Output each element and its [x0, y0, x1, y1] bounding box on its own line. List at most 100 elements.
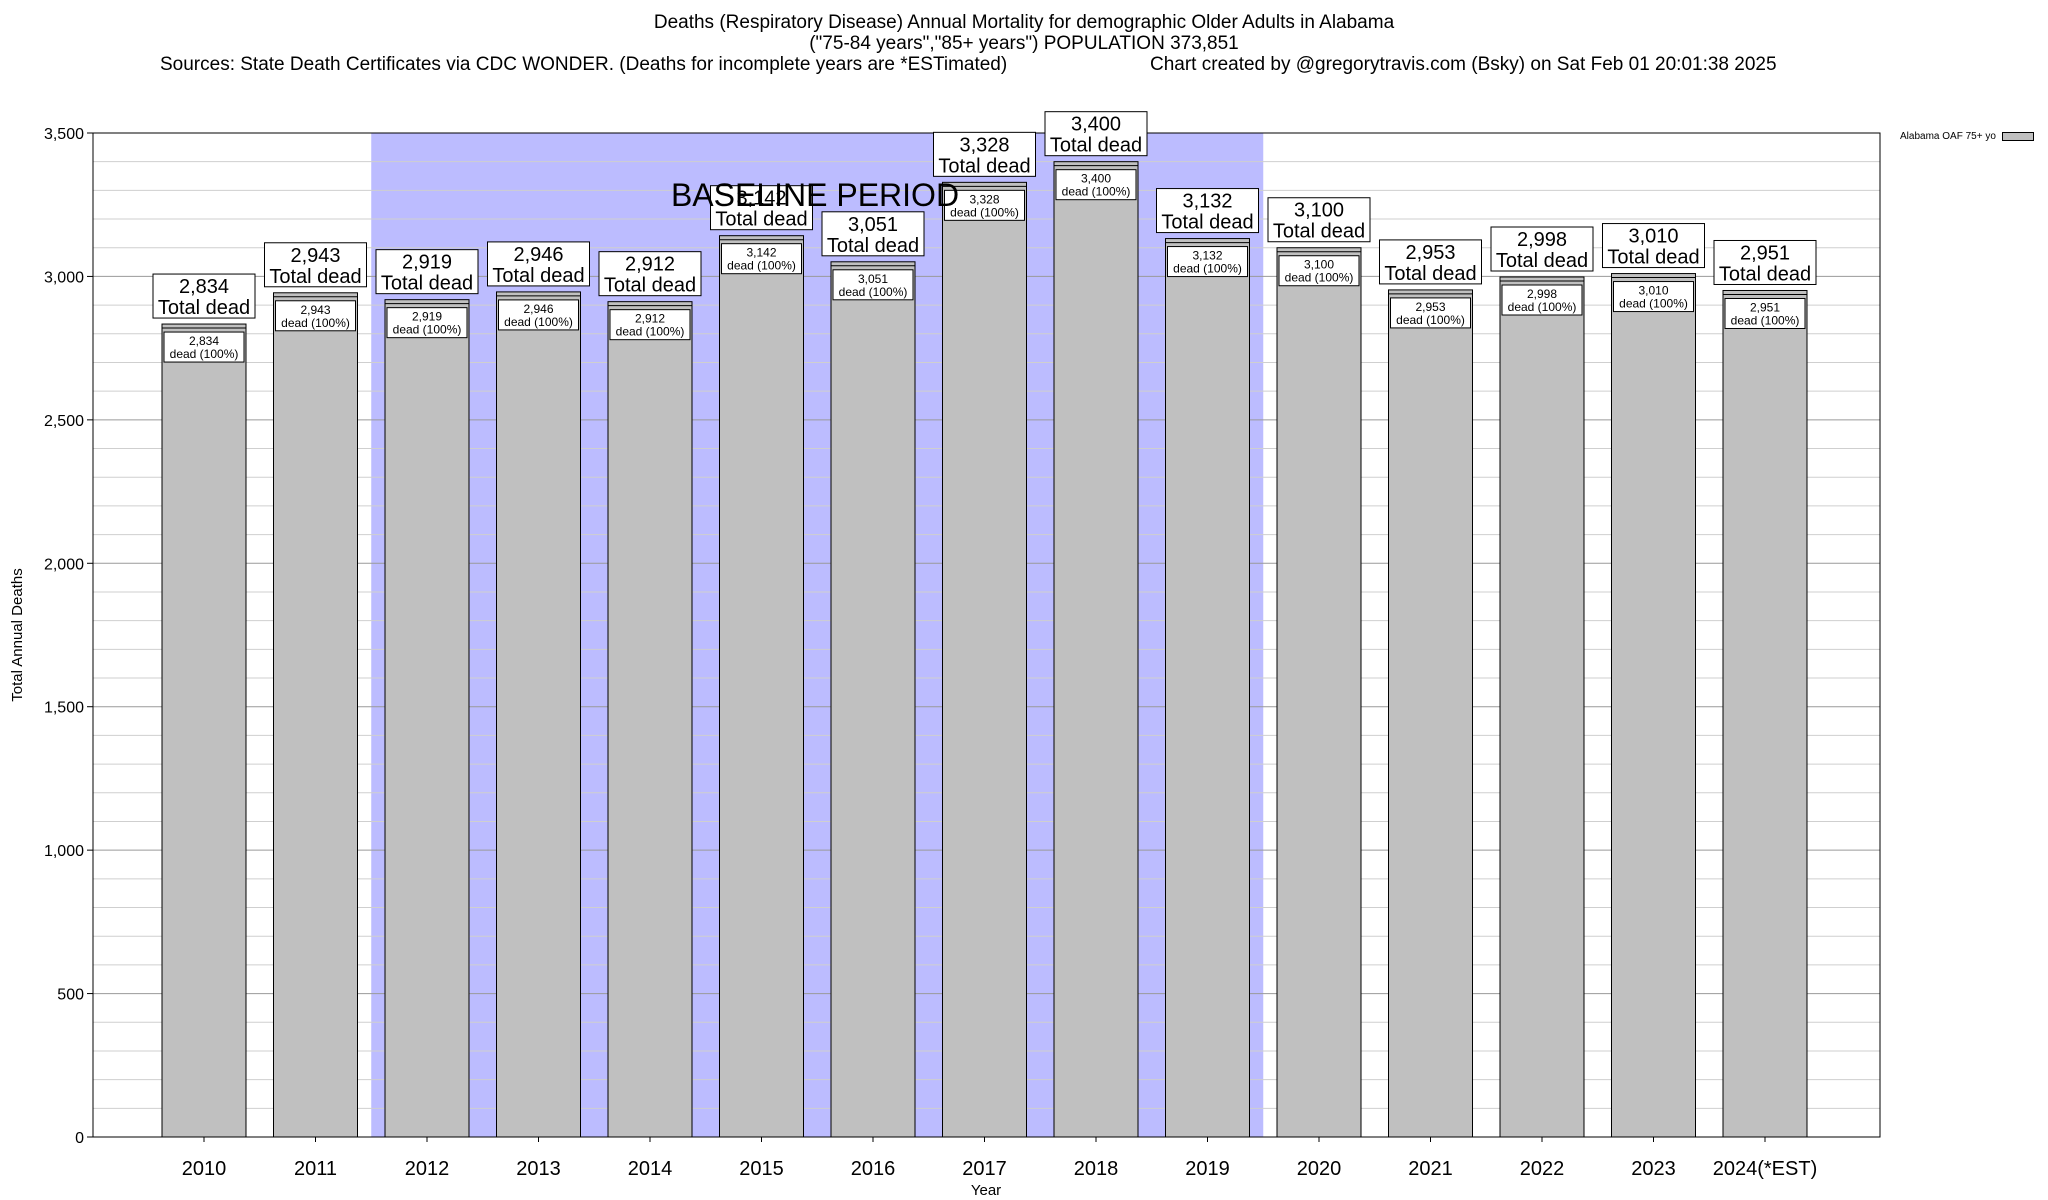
x-tick-label: 2018: [1074, 1158, 1119, 1180]
bar-inner-label-box: [944, 189, 1025, 221]
bar: [942, 181, 1027, 1138]
total-value-label: 2,912: [625, 254, 675, 276]
title-line-1: Deaths (Respiratory Disease) Annual Mort…: [653, 12, 1395, 33]
total-suffix-label: Total dead: [269, 266, 361, 288]
total-suffix-label: Total dead: [381, 273, 473, 295]
bar: [1722, 289, 1808, 1138]
total-value-label: 2,951: [1740, 242, 1790, 264]
x-tick-label: 2016: [851, 1158, 896, 1180]
bar: [273, 292, 358, 1138]
bar: [1611, 273, 1696, 1138]
total-value-label: 3,400: [1071, 114, 1121, 136]
x-tick-label: 2024(*EST): [1713, 1158, 1818, 1180]
total-label-box: [1379, 239, 1482, 285]
total-label-box: [1156, 188, 1259, 234]
bar-inner-label-box: [832, 269, 914, 301]
x-tick-label: 2020: [1297, 1158, 1342, 1180]
total-suffix-label: Total dead: [715, 209, 807, 231]
total-label-box: [375, 249, 479, 295]
bar: [384, 299, 470, 1138]
total-label-box: [821, 211, 925, 257]
total-label-box: [1713, 239, 1817, 285]
title-line-2: ("75-84 years","85+ years") POPULATION 3…: [809, 33, 1239, 54]
total-value-label: 2,953: [1405, 242, 1455, 264]
bar-inner-value: 2,834: [189, 334, 219, 348]
bar-inner-label-box: [1613, 281, 1694, 313]
baseline-period-label: BASELINE PERIOD: [671, 177, 959, 213]
x-tick-label: 2015: [739, 1158, 784, 1180]
bar-inner-value: 2,953: [1415, 300, 1445, 314]
bar-inner-label-box: [609, 309, 691, 341]
bar-inner-suffix: dead (100%): [393, 323, 462, 337]
bar-inner-label-box: [1501, 284, 1583, 316]
bar-inner-value: 3,132: [1192, 249, 1222, 263]
x-tick-label: 2013: [516, 1158, 561, 1180]
bar: [607, 301, 693, 1138]
bar-inner-suffix: dead (100%): [839, 285, 908, 299]
total-label-box: [487, 241, 590, 287]
total-suffix-label: Total dead: [1719, 263, 1811, 285]
bar-inner-value: 2,946: [523, 302, 553, 316]
total-suffix-label: Total dead: [1384, 263, 1476, 285]
bar-inner-value: 3,400: [1081, 172, 1111, 186]
total-value-label: 3,051: [848, 214, 898, 236]
bar-inner-value: 3,010: [1638, 284, 1668, 298]
bar: [1165, 238, 1250, 1138]
total-label-box: [598, 251, 702, 297]
total-value-label: 2,919: [402, 252, 452, 274]
total-label-box: [1267, 197, 1371, 243]
total-suffix-label: Total dead: [1607, 247, 1699, 269]
bar-inner-label-box: [1167, 246, 1248, 278]
x-tick-label: 2011: [294, 1158, 337, 1180]
total-value-label: 3,328: [959, 134, 1009, 156]
bar-inner-suffix: dead (100%): [1619, 297, 1688, 311]
bar-inner-value: 2,951: [1750, 300, 1780, 314]
y-tick-label: 500: [57, 987, 84, 1004]
bar-inner-suffix: dead (100%): [170, 347, 239, 361]
bar-inner-label-box: [386, 307, 468, 339]
bar-inner-suffix: dead (100%): [1396, 313, 1465, 327]
total-suffix-label: Total dead: [1496, 250, 1588, 272]
bar: [1388, 289, 1473, 1138]
total-value-label: 3,010: [1628, 226, 1678, 248]
y-tick-label: 3,500: [44, 126, 84, 143]
total-label-box: [710, 185, 813, 231]
total-value-label: 3,132: [1182, 191, 1232, 213]
bar-inner-label-box: [498, 299, 579, 331]
total-label-box: [152, 273, 256, 319]
bar-inner-label-box: [1724, 297, 1806, 329]
x-tick-label: 2023: [1631, 1158, 1676, 1180]
bar-inner-value: 3,328: [969, 192, 999, 206]
bar-inner-suffix: dead (100%): [950, 205, 1019, 219]
total-suffix-label: Total dead: [1161, 212, 1253, 234]
total-suffix-label: Total dead: [492, 265, 584, 287]
total-label-box: [1044, 111, 1148, 157]
bar: [830, 261, 916, 1138]
y-tick-label: 1,500: [44, 700, 84, 717]
bar: [161, 323, 247, 1138]
x-tick-label: 2010: [182, 1158, 227, 1180]
sources-note: Sources: State Death Certificates via CD…: [160, 54, 1008, 75]
total-label-box: [1602, 223, 1705, 269]
legend-swatch: [2001, 131, 2034, 141]
total-value-label: 3,100: [1294, 200, 1344, 222]
total-label-box: [264, 242, 367, 288]
bar-inner-label-box: [1278, 255, 1360, 287]
bar-inner-suffix: dead (100%): [1731, 313, 1800, 327]
bar-inner-suffix: dead (100%): [1285, 271, 1354, 285]
total-suffix-label: Total dead: [158, 297, 250, 319]
y-tick-label: 3,000: [44, 269, 84, 286]
total-label-box: [933, 131, 1036, 177]
bar: [719, 235, 804, 1138]
y-tick-label: 2,500: [44, 413, 84, 430]
bar-inner-label-box: [275, 300, 356, 332]
bar-inner-value: 3,100: [1304, 258, 1334, 272]
bar-inner-value: 3,142: [746, 246, 776, 260]
bar-inner-suffix: dead (100%): [281, 316, 350, 330]
total-value-label: 2,946: [513, 244, 563, 266]
x-tick-label: 2017: [962, 1158, 1007, 1180]
y-tick-label: 1,000: [44, 843, 84, 860]
bar-inner-label-box: [1390, 297, 1471, 329]
x-tick-label: 2014: [628, 1158, 673, 1180]
